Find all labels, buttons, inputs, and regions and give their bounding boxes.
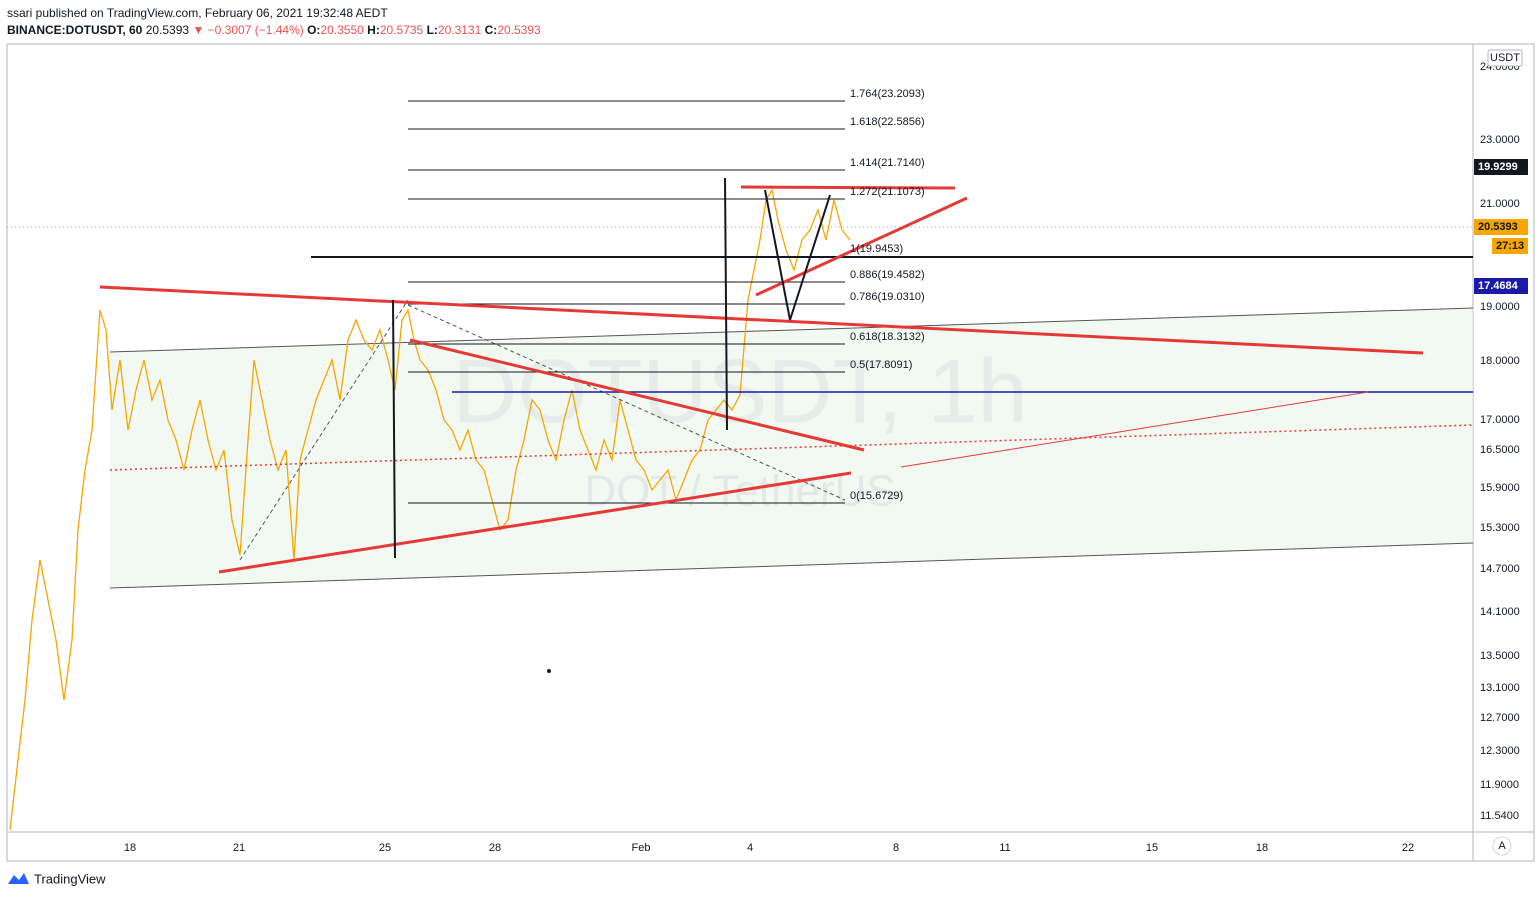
price-label: 19.0000	[1480, 301, 1520, 313]
time-label: 25	[379, 842, 391, 854]
footer-brand: TradingView	[34, 871, 106, 886]
low-label: L:	[426, 23, 438, 37]
currency: USDT	[1490, 52, 1520, 64]
fib-label: 0.886(19.4582)	[850, 269, 925, 281]
frame	[6, 43, 1535, 862]
channel-bottom	[109, 542, 1474, 589]
price-badge	[1474, 219, 1528, 235]
trendline	[900, 391, 1369, 468]
change: −0.3007 (−1.44%)	[207, 23, 304, 37]
close-label: C:	[484, 23, 498, 37]
currency-box	[1487, 49, 1523, 67]
price-label: 12.7000	[1480, 712, 1520, 724]
fib-label: 1.764(23.2093)	[850, 88, 925, 100]
time-label: 15	[1146, 842, 1158, 854]
time-label: 18	[1256, 842, 1268, 854]
trend-dashed-2	[239, 299, 409, 561]
trendline	[740, 185, 956, 190]
open: 20.3550	[320, 23, 364, 37]
price-label: 11.5400	[1480, 810, 1519, 822]
trendline	[99, 285, 1424, 355]
red-trendlines	[99, 185, 1424, 574]
price-badge-label: 27:13	[1496, 240, 1524, 252]
price-label: 21.0000	[1480, 198, 1520, 210]
time-label: Feb	[632, 842, 651, 854]
price-badge	[1474, 278, 1528, 294]
trendline	[218, 471, 852, 574]
trendline	[755, 196, 968, 297]
fib-label: 1.414(21.7140)	[850, 157, 925, 169]
publisher-line: ssari published on TradingView.com, Febr…	[7, 6, 388, 20]
corner-button	[1492, 836, 1512, 856]
time-label: 11	[999, 842, 1010, 854]
trend-dashed	[407, 304, 846, 501]
price-label: 15.3000	[1480, 522, 1520, 534]
corner-label: A	[1498, 840, 1506, 852]
fib-label: 0.5(17.8091)	[850, 359, 912, 371]
zigzag	[764, 189, 831, 321]
close: 20.5393	[497, 23, 541, 37]
time-label: 22	[1402, 842, 1414, 854]
brand-logo	[8, 873, 29, 884]
time-label: 8	[893, 842, 899, 854]
fib-label: 1(19.9453)	[850, 243, 903, 255]
trendline	[409, 338, 865, 452]
high-label: H:	[367, 23, 380, 37]
black-drawings	[392, 177, 831, 559]
fib-label: 1.272(21.1073)	[850, 186, 925, 198]
time-label: 18	[124, 842, 136, 854]
channel-top	[109, 307, 1474, 353]
price-label: 14.1000	[1480, 606, 1520, 618]
price-candles	[9, 188, 851, 831]
down-arrow: ▼	[192, 23, 205, 37]
open-label: O:	[307, 23, 321, 37]
price-badge-label: 19.9299	[1478, 161, 1518, 173]
fib-label: 0.786(19.0310)	[850, 291, 925, 303]
symbol-line: BINANCE:DOTUSDT, 60 20.5393 ▼ −0.3007 (−…	[7, 23, 541, 37]
price-label: 16.5000	[1480, 444, 1520, 456]
low: 20.3131	[437, 23, 482, 37]
dotted-trend	[109, 424, 1474, 471]
price-badge	[1492, 238, 1528, 254]
time-label: 4	[747, 842, 753, 854]
high: 20.5735	[379, 23, 424, 37]
price-label: 15.9000	[1480, 482, 1520, 494]
price-label: 12.3000	[1480, 745, 1520, 757]
fib-label: 0.618(18.3132)	[850, 331, 925, 343]
price-label: 11.9000	[1480, 779, 1519, 791]
vline	[724, 177, 728, 431]
fib-lines	[311, 100, 1473, 504]
price-label: 14.7000	[1480, 563, 1520, 575]
last-price: 20.5393	[145, 23, 190, 37]
price-badge-label: 20.5393	[1478, 221, 1518, 233]
dot	[547, 669, 551, 673]
symbol: BINANCE:DOTUSDT, 60	[7, 23, 143, 37]
price-badge	[1474, 159, 1528, 175]
price-label: 17.0000	[1480, 414, 1520, 426]
price-label: 23.0000	[1480, 134, 1520, 146]
time-label: 28	[489, 842, 501, 854]
vline	[392, 299, 396, 559]
fib-label: 0(15.6729)	[850, 490, 903, 502]
price-label: 13.1000	[1480, 682, 1520, 694]
time-label: 21	[233, 842, 245, 854]
price-badge-label: 17.4684	[1478, 280, 1519, 292]
price-label: 13.5000	[1480, 650, 1520, 662]
fib-label: 1.618(22.5856)	[850, 116, 925, 128]
price-label: 18.0000	[1480, 355, 1520, 367]
